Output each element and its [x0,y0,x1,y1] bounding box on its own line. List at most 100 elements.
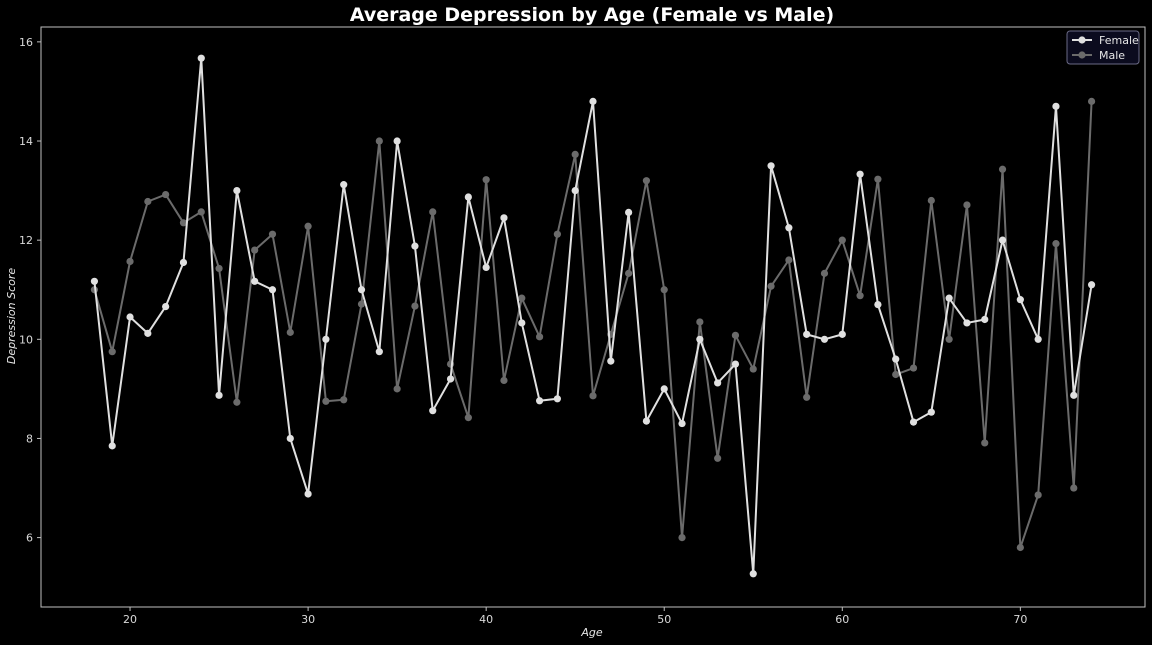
data-point-male [874,175,882,183]
data-point-male [304,222,312,230]
data-point-male [482,176,490,184]
data-point-male [909,364,918,372]
y-tick-label: 14 [19,135,33,148]
x-tick-label: 70 [1013,613,1027,626]
y-axis-label: Depression Score [5,268,18,365]
data-point-male [251,246,259,254]
data-point-male [144,197,152,206]
data-point-female [981,315,989,324]
data-point-female [1087,281,1096,289]
data-point-male [553,230,561,238]
x-tick-label: 50 [657,613,671,626]
data-point-male [1052,240,1060,248]
data-point-female [1016,296,1024,304]
data-point-male [731,331,740,339]
data-point-female [446,375,455,383]
data-point-male [340,396,348,404]
legend-marker-male [1078,51,1086,59]
data-point-male [233,398,241,406]
data-point-male [464,414,472,422]
y-tick-label: 12 [19,234,33,247]
data-point-female [767,162,775,170]
data-point-male [749,365,757,373]
data-point-male [820,269,829,277]
data-point-female [785,224,793,232]
data-point-female [535,397,544,405]
data-point-female [197,54,205,62]
data-point-female [162,302,170,311]
data-point-male [429,208,437,216]
data-point-female [571,186,579,195]
data-point-female [268,286,277,294]
data-point-male [535,333,544,341]
data-point-male [963,201,971,209]
data-point-male [838,236,846,244]
data-point-male [215,264,223,273]
data-point-female [464,193,472,201]
data-point-male [1087,97,1096,105]
data-point-female [90,277,99,285]
data-point-male [375,137,383,145]
data-point-male [411,302,419,310]
data-point-male [126,257,134,266]
data-point-female [322,335,330,343]
data-point-female [357,286,366,294]
data-point-female [820,335,829,343]
data-point-female [393,137,401,145]
data-point-female [233,186,241,195]
data-point-female [251,277,259,285]
data-point-female [144,329,152,337]
data-point-female [642,417,651,425]
data-point-female [179,258,188,267]
y-tick-label: 8 [26,432,33,445]
data-point-female [500,214,508,222]
data-point-female [411,242,419,250]
data-point-female [429,407,437,415]
data-point-male [268,230,277,238]
data-point-male [393,385,401,393]
data-point-female [215,391,223,399]
data-point-female [126,313,134,321]
x-tick-label: 60 [835,613,849,626]
legend-label-female: Female [1099,34,1139,47]
data-point-female [660,385,668,393]
data-point-male [998,165,1007,173]
data-point-female [625,208,633,217]
data-point-male [1070,484,1078,492]
plot-area: 20 30 40 50 60 70 6 8 10 12 14 16 [19,26,1146,626]
data-point-male [892,370,900,379]
data-point-female [286,434,294,443]
data-point-male [1034,491,1042,499]
data-point-female [607,357,615,365]
data-point-female [1070,391,1078,399]
data-point-female [998,236,1007,244]
data-point-female [482,263,490,272]
data-point-male [322,397,330,405]
data-point-male [642,177,651,185]
data-point-female [803,330,811,338]
data-point-female [375,348,383,356]
data-point-female [589,97,597,105]
data-point-female [304,490,312,498]
data-point-male [518,294,526,302]
plot-frame [40,26,1146,608]
data-point-female [731,360,740,368]
data-point-female [927,408,935,416]
legend: Female Male [1066,30,1140,65]
legend-marker-female [1078,36,1086,44]
y-tick-label: 16 [19,36,33,49]
data-point-female [696,335,704,343]
chart-title: Average Depression by Age (Female vs Mal… [350,4,834,26]
x-tick-label: 30 [301,613,315,626]
x-tick-label: 20 [123,613,137,626]
data-point-male [785,256,793,264]
data-point-female [678,419,686,428]
data-point-male [179,219,188,227]
data-point-male [981,439,989,447]
data-point-male [678,533,686,542]
data-point-female [108,442,116,450]
data-point-male [162,190,170,199]
x-tick-label: 40 [479,613,493,626]
